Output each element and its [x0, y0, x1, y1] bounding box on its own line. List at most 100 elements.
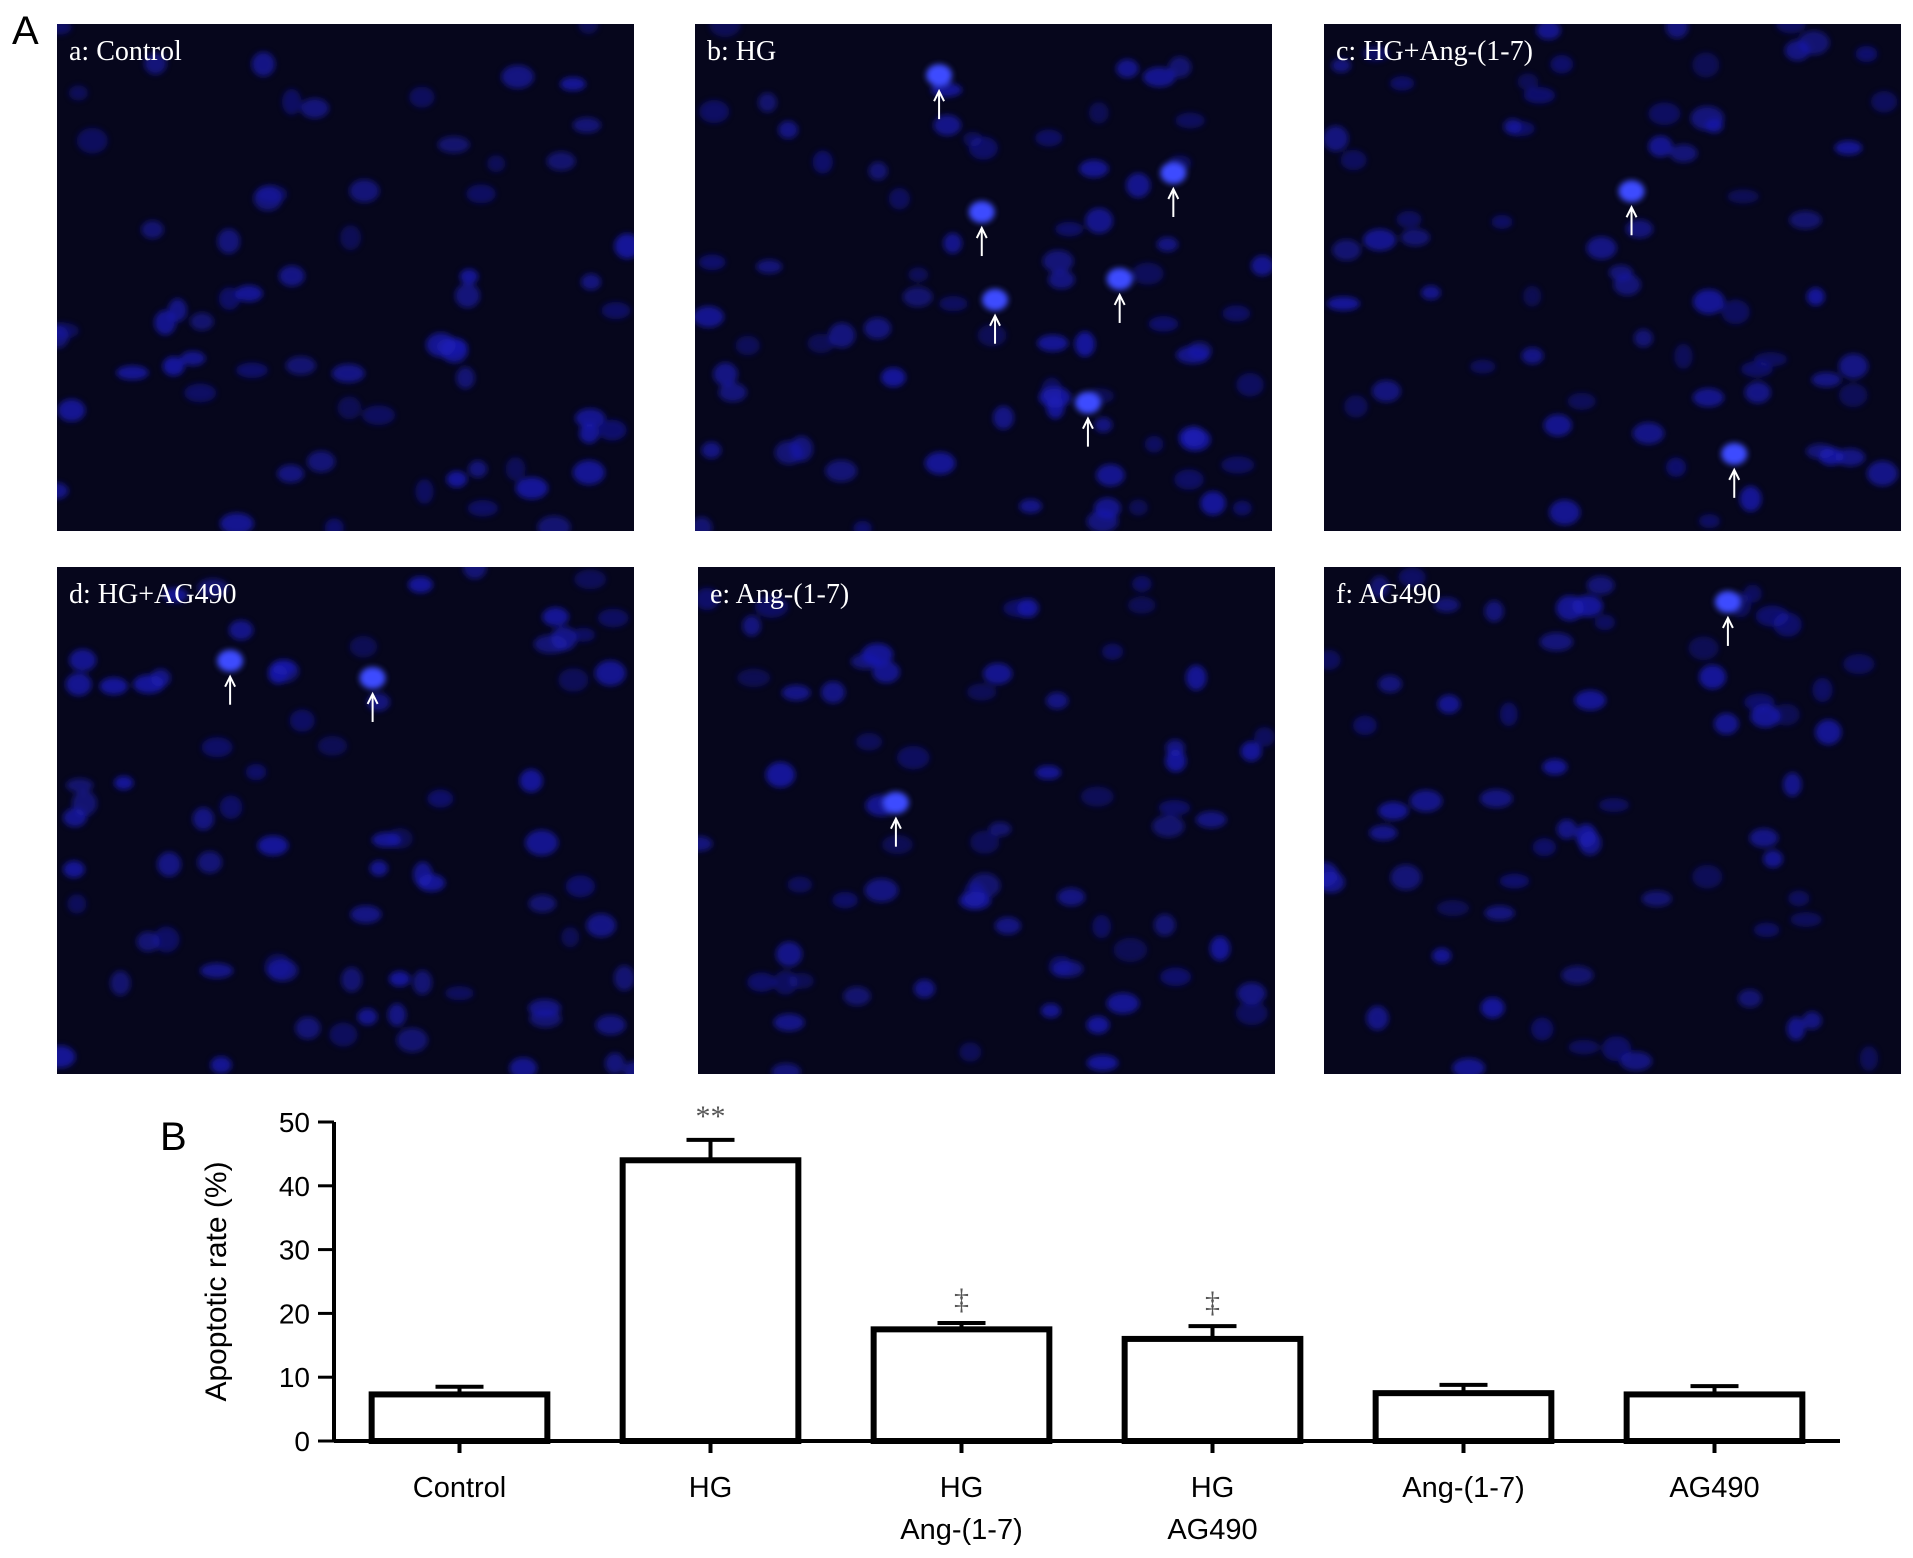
cell-nucleus	[300, 98, 330, 119]
cell-nucleus	[1798, 30, 1830, 55]
cell-nucleus	[1523, 87, 1556, 104]
cell-nucleus	[1790, 912, 1822, 927]
cell-nucleus	[157, 851, 182, 877]
x-tick-label: Ang-(1-7)	[1402, 1472, 1525, 1504]
cell-nucleus	[200, 963, 234, 979]
cell-nucleus	[1094, 417, 1113, 433]
cell-nucleus	[519, 769, 543, 793]
cell-nucleus	[1802, 1011, 1822, 1030]
cell-nucleus	[184, 383, 217, 403]
cell-nucleus	[1232, 500, 1252, 516]
cell-nucleus	[832, 891, 859, 909]
cell-nucleus	[601, 301, 631, 320]
cell-nucleus	[1344, 395, 1368, 418]
cell-nucleus	[454, 283, 481, 308]
cell-nucleus	[597, 608, 629, 628]
cell-nucleus	[574, 569, 607, 590]
cell-nucleus	[864, 878, 899, 903]
cell-nucleus	[1362, 45, 1389, 62]
micrograph-label: a: Control	[69, 36, 182, 67]
bright-nucleus	[359, 666, 386, 689]
cell-nucleus	[1806, 287, 1825, 306]
cell-nucleus	[754, 595, 789, 618]
cell-nucleus	[57, 398, 86, 422]
cell-nucleus	[1400, 228, 1430, 247]
cell-nucleus	[219, 512, 254, 531]
cell-nucleus	[69, 648, 97, 672]
cell-nucleus	[1491, 214, 1513, 229]
cell-nucleus	[1045, 692, 1069, 710]
cell-nucleus	[959, 1042, 982, 1062]
micrograph-label: e: Ang-(1-7)	[710, 579, 849, 610]
cell-nucleus	[1692, 52, 1720, 78]
cell-nucleus	[1575, 823, 1597, 848]
x-tick-label: AG490	[1669, 1472, 1759, 1504]
cell-nucleus	[825, 459, 858, 483]
cell-nucleus	[349, 179, 380, 203]
cell-nucleus	[257, 835, 289, 856]
cell-nucleus	[1536, 24, 1561, 40]
cell-nucleus	[57, 24, 72, 35]
y-tick-label: 50	[279, 1107, 310, 1138]
y-tick-label: 10	[279, 1362, 310, 1393]
cell-nucleus	[1484, 600, 1504, 623]
cell-nucleus	[1074, 331, 1096, 357]
cell-nucleus	[1543, 414, 1572, 437]
arrow-head	[975, 225, 988, 239]
cell-nucleus	[863, 317, 892, 340]
y-tick-label: 40	[279, 1171, 310, 1202]
cell-nucleus	[1470, 359, 1496, 374]
cell-nucleus	[114, 775, 134, 790]
cell-nucleus	[1665, 24, 1689, 39]
cell-nucleus	[1156, 236, 1179, 252]
cell-nucleus	[1200, 491, 1226, 516]
cell-nucleus	[1432, 947, 1452, 964]
cell-nucleus	[251, 51, 276, 77]
cell-nucleus	[1035, 765, 1061, 780]
bright-nucleus	[1714, 590, 1741, 613]
cell-nucleus	[190, 312, 214, 331]
cell-nucleus	[1834, 140, 1863, 156]
micrograph: c: HG+Ang-(1-7)	[1324, 24, 1901, 531]
cell-nucleus	[1195, 811, 1227, 829]
cell-nucleus	[1550, 55, 1574, 74]
cell-nucleus	[1499, 702, 1518, 727]
cell-nucleus	[872, 661, 900, 684]
cell-nucleus	[1632, 422, 1665, 445]
cell-nucleus	[63, 860, 85, 878]
cell-nucleus	[162, 356, 185, 376]
cell-nucleus	[1698, 514, 1721, 529]
cell-nucleus	[561, 927, 580, 948]
cell-nucleus	[807, 333, 835, 354]
cell-nucleus	[1648, 135, 1673, 158]
cell-nucleus	[773, 970, 798, 995]
micrograph-background	[698, 567, 1275, 1074]
cell-nucleus	[99, 677, 128, 695]
cell-nucleus	[1705, 118, 1724, 134]
cell-nucleus	[581, 273, 602, 291]
cell-nucleus	[267, 959, 298, 982]
arrow-head	[989, 313, 1001, 327]
cell-nucleus	[396, 1027, 428, 1053]
cell-nucleus	[1127, 596, 1156, 614]
cell-nucleus	[307, 450, 336, 473]
cell-nucleus	[163, 587, 188, 603]
cell-nucleus	[57, 322, 80, 339]
cell-nucleus	[1148, 316, 1179, 332]
cell-nucleus	[245, 763, 267, 781]
x-tick-label: Ang-(1-7)	[900, 1514, 1023, 1546]
cell-nucleus	[1409, 789, 1443, 813]
cell-nucleus	[1113, 937, 1148, 962]
cells	[695, 24, 1272, 531]
cell-nucleus	[463, 567, 487, 580]
cell-nucleus	[337, 396, 362, 420]
cell-nucleus	[1674, 343, 1693, 369]
cell-nucleus	[1235, 1001, 1268, 1026]
cell-nucleus	[1353, 715, 1377, 736]
cell-nucleus	[1390, 864, 1422, 891]
cell-nucleus	[613, 965, 634, 991]
x-tick-label: HG	[689, 1472, 733, 1504]
cell-nucleus	[1692, 864, 1723, 889]
cell-nucleus	[68, 85, 89, 101]
bright-nucleus	[1074, 391, 1101, 414]
